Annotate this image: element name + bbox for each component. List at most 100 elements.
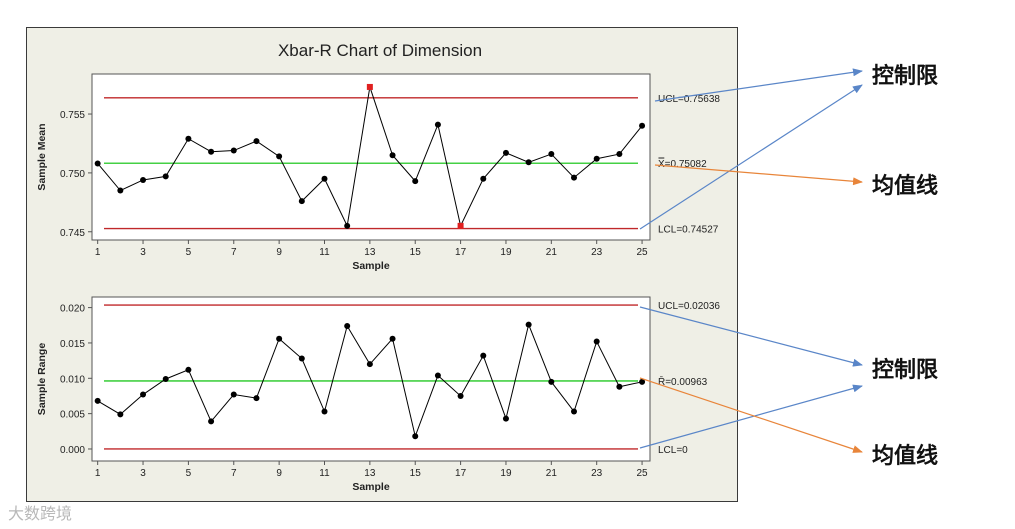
xbar-data-point: [412, 178, 419, 185]
annotation-center-line-top: 均值线: [872, 174, 939, 199]
xbar-data-point: [117, 187, 124, 194]
range-xtick-label: 21: [546, 468, 558, 479]
range-xtick-label: 15: [410, 468, 422, 479]
xbar-center-label: X̿=0.75082: [658, 157, 707, 170]
range-ytick-label: 0.000: [60, 445, 85, 456]
range-xtick-label: 9: [276, 468, 282, 479]
range-xtick-label: 25: [636, 468, 648, 479]
range-data-point: [593, 338, 600, 345]
xbar-plot-area: [91, 73, 651, 241]
xbar-data-point: [480, 175, 487, 182]
xbar-data-point: [434, 121, 441, 128]
xbar-xtick-label: 13: [364, 247, 376, 258]
range-xtick-label: 7: [231, 468, 237, 479]
xbar-data-point: [548, 151, 555, 158]
xbar-lcl-label: LCL=0.74527: [658, 225, 719, 236]
xbar-xtick-label: 19: [500, 247, 512, 258]
range-ylabel: Sample Range: [36, 343, 48, 416]
range-xtick-label: 23: [591, 468, 603, 479]
xbar-ucl-label: UCL=0.75638: [658, 94, 720, 105]
range-data-point: [298, 355, 305, 362]
range-panel: UCL=0.02036 R̄=0.00963 LCL=0 0.000 0.005 0.01…: [36, 296, 720, 493]
xbar-data-point: [253, 138, 260, 145]
xbar-xlabel: Sample: [352, 260, 390, 272]
range-xlabel: Sample: [352, 481, 390, 493]
range-data-point: [253, 395, 260, 402]
xbar-flagged-point: [366, 83, 373, 90]
xbar-ytick-label: 0.750: [60, 169, 85, 180]
xbar-data-point: [140, 176, 147, 183]
xbar-data-point: [162, 173, 169, 180]
watermark: 大数跨境: [8, 504, 73, 523]
limit-arrow-ucl-bottom: [639, 306, 863, 367]
xbar-data-point: [502, 149, 509, 156]
xbar-ytick-label: 0.755: [60, 110, 85, 121]
xbar-flagged-point: [457, 222, 464, 229]
xbar-data-point: [321, 175, 328, 182]
annotation-control-limit-bottom: 控制限: [872, 358, 939, 383]
xbar-data-point: [276, 153, 283, 160]
range-data-point: [117, 411, 124, 418]
range-data-point: [366, 361, 373, 368]
range-ytick-label: 0.020: [60, 304, 85, 315]
range-data-point: [525, 321, 532, 328]
xbar-panel: UCL=0.75638 X̿=0.75082 LCL=0.74527 0.745 0.7…: [36, 73, 720, 272]
xbar-xtick-label: 5: [186, 247, 192, 258]
range-data-point: [140, 391, 147, 398]
range-data-point: [94, 397, 101, 404]
range-data-point: [230, 391, 237, 398]
xbar-data-point: [389, 152, 396, 159]
range-data-point: [185, 366, 192, 373]
range-data-point: [321, 408, 328, 415]
xbar-data-point: [298, 198, 305, 205]
xbar-xtick-label: 3: [140, 247, 146, 258]
xbar-data-point: [525, 159, 532, 166]
xbar-data-point: [593, 155, 600, 162]
xbar-data-point: [344, 222, 351, 229]
xbar-data-point: [639, 122, 646, 129]
center-arrow-top: [654, 164, 863, 186]
range-ytick-label: 0.015: [60, 339, 85, 350]
xbar-data-point: [230, 147, 237, 154]
center-arrow-bottom: [639, 377, 863, 453]
range-xtick-label: 5: [186, 468, 192, 479]
range-data-point: [208, 418, 215, 425]
chart-title: Xbar-R Chart of Dimension: [278, 41, 482, 60]
xbar-xtick-label: 9: [276, 247, 282, 258]
xbar-xtick-label: 15: [410, 247, 422, 258]
xbar-data-point: [185, 135, 192, 142]
range-xtick-label: 1: [95, 468, 101, 479]
range-data-point: [571, 408, 578, 415]
range-plot-area: [91, 296, 651, 462]
range-data-point: [412, 433, 419, 440]
range-data-point: [616, 383, 623, 390]
xbar-ytick-label: 0.745: [60, 228, 85, 239]
limit-arrow-lcl-top: [639, 84, 863, 230]
xbar-data-point: [616, 151, 623, 158]
range-xtick-label: 11: [319, 468, 330, 479]
range-data-point: [502, 415, 509, 422]
xbar-data-point: [571, 174, 578, 181]
range-xtick-label: 3: [140, 468, 146, 479]
range-xtick-label: 19: [500, 468, 512, 479]
range-data-point: [457, 392, 464, 399]
range-data-point: [389, 335, 396, 342]
range-ytick-label: 0.010: [60, 374, 85, 385]
range-data-point: [480, 352, 487, 359]
range-data-point: [434, 372, 441, 379]
range-data-point: [639, 378, 646, 385]
xbar-data-point: [208, 148, 215, 155]
xbar-xtick-label: 23: [591, 247, 603, 258]
xbar-xtick-label: 25: [636, 247, 648, 258]
range-center-label: R̄=0.00963: [658, 375, 708, 388]
range-ytick-label: 0.005: [60, 410, 85, 421]
range-data-point: [548, 378, 555, 385]
range-data-point: [344, 322, 351, 329]
xbar-data-point: [94, 160, 101, 167]
xbar-ylabel: Sample Mean: [36, 123, 48, 190]
range-xtick-label: 17: [455, 468, 467, 479]
annotation-center-line-bottom: 均值线: [872, 444, 939, 469]
range-ucl-label: UCL=0.02036: [658, 301, 720, 312]
xbar-xtick-label: 1: [95, 247, 101, 258]
